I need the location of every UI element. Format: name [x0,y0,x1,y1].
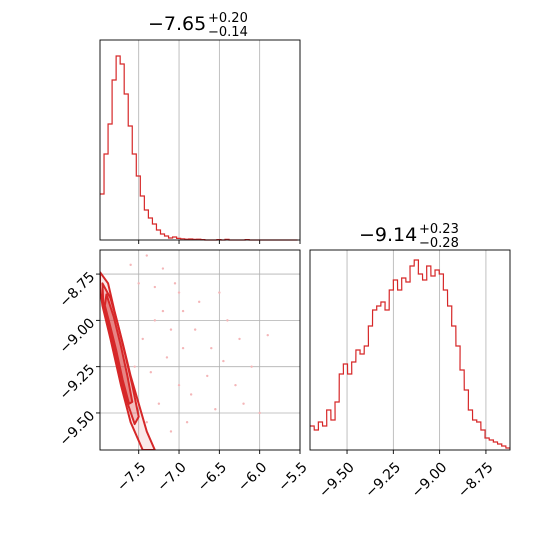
panel-title-1-plus: +0.20 [208,11,248,26]
scatter-point [161,267,165,270]
y-tick-label: −8.75 [57,269,99,311]
panel-frame [309,249,511,451]
scatter-contour-panel-bottom-left: −7.5 −7.0 −6.5 −6.0 −5.5 −8.75−9.00 −9.25−9.50 [57,249,311,495]
scatter-point [258,411,261,415]
scatter-point [206,374,209,378]
scatter-point [177,383,181,387]
panel-title-2: −9.14 +0.23 −0.28 [359,222,459,251]
y-tick-label: −9.00 [57,315,99,357]
scatter-point [145,421,148,424]
y-tick-label: −9.25 [57,362,99,404]
scatter-point [137,282,140,285]
scatter-point [181,309,185,313]
panel-title-1-value: −7.65 [148,13,206,35]
x-tick-label: −6.5 [195,459,230,494]
histogram-step-line [100,55,298,241]
scatter-point [133,365,136,368]
histogram-panel-top-left [99,39,301,244]
scatter-point [157,402,161,405]
x-tick-label: −9.25 [362,459,404,501]
scatter-point [177,291,181,294]
scatter-point [141,337,144,341]
scatter-point [250,365,253,368]
panel-title-2-minus: −0.28 [419,236,459,251]
scatter-point [214,408,217,411]
scatter-point [197,300,201,304]
scatter-point [234,383,237,387]
scatter-point [242,402,245,405]
scatter-point [189,393,193,396]
panel-frame [99,39,301,241]
plot-area [100,254,269,450]
scatter-point [218,291,221,294]
scatter-point [266,333,269,337]
scatter-point [226,319,229,322]
panel-title-2-value: −9.14 [359,224,417,246]
y-tick-label: −9.50 [57,408,99,450]
x-tick-label: −6.0 [235,459,270,494]
contour-inner [103,293,134,405]
scatter-point [173,282,177,285]
histogram-step-line [310,259,511,449]
panel-frame [99,249,301,451]
scatter-point [149,371,153,374]
panel-title-1-minus: −0.14 [208,25,248,40]
panel-title-2-plus: +0.23 [419,222,459,237]
x-tick-label: −7.5 [114,459,149,494]
scatter-point [185,421,189,424]
x-tick-label: −9.50 [316,459,358,501]
scatter-point [210,346,213,350]
x-tick-label: −8.75 [455,459,497,501]
scatter-point [153,319,157,322]
x-tick-label: −7.0 [154,459,189,494]
x-tick-label: −5.5 [275,459,310,494]
scatter-point [169,430,173,433]
x-tick-label: −9.00 [409,459,451,501]
scatter-point [238,337,241,341]
histogram-panel-bottom-right: −9.50 −9.25 −9.00 −8.75 [309,249,511,501]
scatter-point [161,309,165,313]
scatter-point [153,285,157,289]
scatter-point [169,328,173,331]
scatter-point [165,356,169,359]
scatter-point [193,328,197,331]
panel-title-1: −7.65 +0.20 −0.14 [148,11,248,40]
scatter-point [222,359,225,363]
scatter-point [145,254,148,257]
scatter-point [129,263,132,267]
scatter-point [181,346,185,350]
